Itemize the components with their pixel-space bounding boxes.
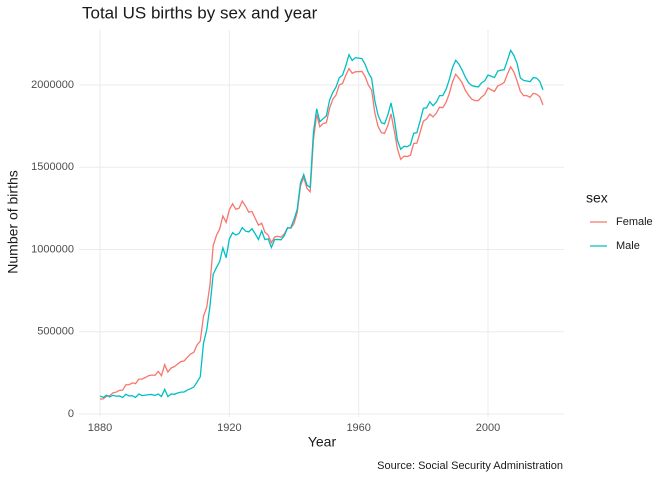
y-tick-label: 1500000: [31, 161, 74, 173]
line-series: [99, 65, 544, 400]
y-tick-label: 1000000: [31, 243, 74, 255]
x-tick-label: 2000: [476, 422, 500, 434]
chart-title: Total US births by sex and year: [82, 3, 318, 22]
legend-title: sex: [586, 190, 608, 206]
x-tick-label: 1960: [346, 422, 370, 434]
y-tick-label: 0: [68, 408, 74, 420]
y-tick-label: 2000000: [31, 79, 74, 91]
legend-label: Female: [616, 216, 653, 228]
x-tick-label: 1880: [88, 422, 112, 434]
x-axis-label: Year: [308, 434, 337, 450]
plot-area: [99, 48, 544, 400]
grid: [79, 30, 564, 417]
y-tick-label: 500000: [37, 326, 74, 338]
legend: Female Male: [590, 216, 653, 252]
y-axis-label: Number of births: [5, 170, 21, 273]
x-tick-label: 1920: [217, 422, 241, 434]
line-series: [99, 48, 544, 399]
caption: Source: Social Security Administration: [377, 460, 563, 472]
legend-label: Male: [616, 240, 640, 252]
